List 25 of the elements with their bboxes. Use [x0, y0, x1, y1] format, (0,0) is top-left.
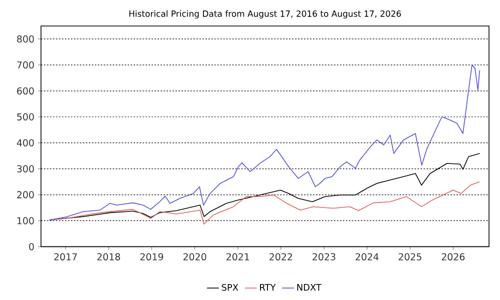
y-tick-label: 100 — [17, 217, 34, 224]
x-tick-label: 2019 — [140, 253, 164, 260]
x-tick-label: 2022 — [270, 253, 292, 260]
x-tick-label: 2020 — [183, 253, 206, 260]
x-tick-label: 2024 — [356, 253, 379, 260]
x-tick-label: 2025 — [398, 253, 422, 260]
x-tick-label: 2017 — [54, 253, 77, 260]
line-series — [49, 181, 480, 225]
y-tick-label: 500 — [17, 113, 34, 120]
x-tick-label: 2018 — [97, 253, 120, 260]
x-tick-label: 2023 — [312, 253, 336, 260]
x-tick-label: 2021 — [226, 253, 250, 260]
legend-label: RTY — [260, 284, 276, 291]
y-tick-label: 300 — [17, 165, 34, 172]
y-tick-label: 0 — [29, 243, 34, 250]
y-tick-label: 600 — [17, 87, 34, 94]
x-tick-label: 2026 — [442, 253, 465, 260]
legend-label: NDXT — [297, 284, 322, 291]
line-series — [49, 64, 480, 220]
y-tick-label: 800 — [17, 35, 34, 43]
y-tick-label: 200 — [17, 191, 34, 198]
y-tick-label: 400 — [16, 139, 34, 146]
y-tick-label: 700 — [17, 61, 34, 69]
legend-label: SPX — [222, 284, 238, 291]
chart-title: Historical Pricing Data from August 17, 2016 to August 17, 2026 — [129, 10, 401, 18]
